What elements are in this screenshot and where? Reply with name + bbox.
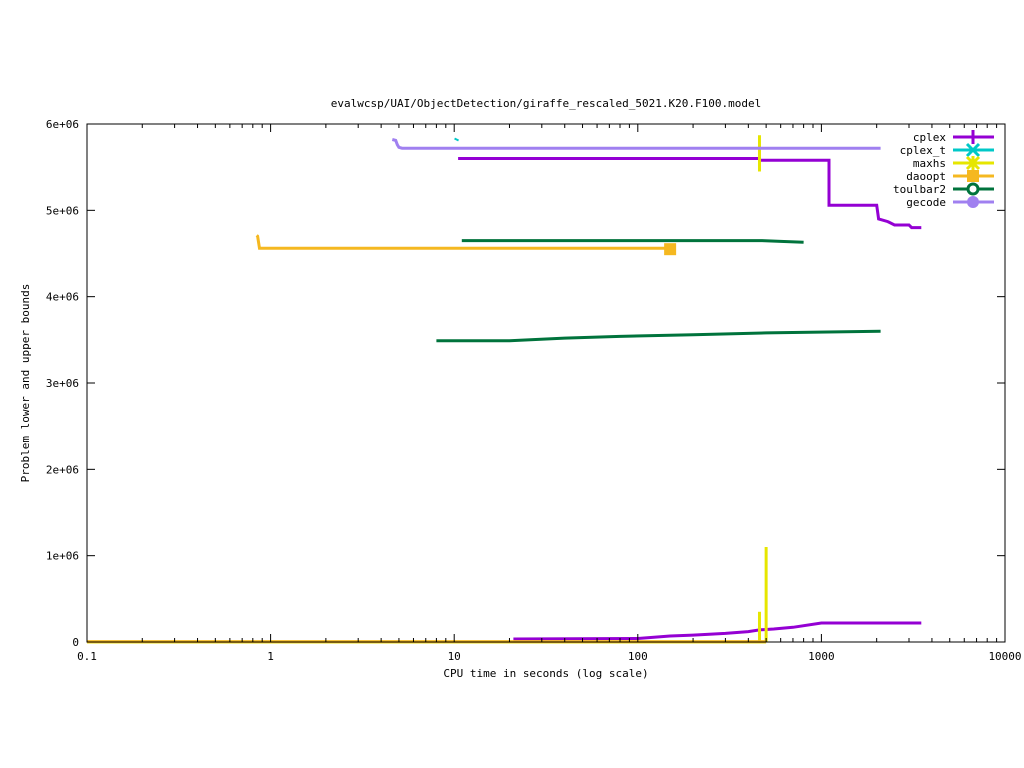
- x-tick-label: 1: [267, 650, 274, 663]
- legend-marker-gecode: [967, 196, 979, 208]
- series-maxhs: [87, 135, 768, 644]
- toulbar2-line: [461, 239, 804, 244]
- cplex_t-point: [454, 137, 460, 142]
- legend-marker-toulbar2: [966, 182, 980, 196]
- legend-label-cplex: cplex: [913, 131, 946, 144]
- series-cplex: [458, 157, 922, 641]
- cplex-line: [458, 157, 922, 230]
- series-layer: [87, 135, 922, 644]
- toulbar2-line: [436, 329, 881, 343]
- x-tick-label: 1000: [808, 650, 835, 663]
- y-axis-label: Problem lower and upper bounds: [19, 284, 32, 483]
- legend-marker-cplex_t: [965, 142, 981, 158]
- legend-label-daoopt: daoopt: [906, 170, 946, 183]
- series-toulbar2: [436, 239, 881, 343]
- chart-title: evalwcsp/UAI/ObjectDetection/giraffe_res…: [331, 97, 761, 110]
- daoopt-point: [664, 243, 677, 256]
- daoopt-line: [255, 234, 671, 250]
- series-gecode: [391, 138, 881, 150]
- x-tick-label: 100: [628, 650, 648, 663]
- y-tick-label: 0: [72, 636, 79, 649]
- y-tick-label: 2e+06: [46, 463, 79, 476]
- x-tick-label: 10: [448, 650, 461, 663]
- plot-frame: [86, 123, 1006, 643]
- legend-marker-maxhs: [965, 155, 981, 171]
- y-tick-label: 5e+06: [46, 204, 79, 217]
- legend-label-toulbar2: toulbar2: [893, 183, 946, 196]
- y-tick-label: 1e+06: [46, 550, 79, 563]
- ticks-layer: 0.1 1 10 100 1000 10000 0 1e+06 2e+06 3e+06 4e+06 5…: [46, 118, 1022, 663]
- series-cplex_t: [454, 137, 460, 142]
- legend-label-cplex_t: cplex_t: [900, 144, 946, 157]
- y-tick-label: 3e+06: [46, 377, 79, 390]
- legend-label-maxhs: maxhs: [913, 157, 946, 170]
- y-tick-label: 4e+06: [46, 291, 79, 304]
- series-daoopt: [87, 234, 767, 644]
- cplex-line: [513, 621, 922, 641]
- x-tick-label: 0.1: [77, 650, 97, 663]
- y-tick-label: 6e+06: [46, 118, 79, 131]
- legend-marker-daoopt: [967, 170, 979, 182]
- gecode-line: [391, 138, 881, 150]
- x-tick-label: 10000: [988, 650, 1021, 663]
- legend-label-gecode: gecode: [906, 196, 946, 209]
- x-axis-label: CPU time in seconds (log scale): [443, 667, 648, 680]
